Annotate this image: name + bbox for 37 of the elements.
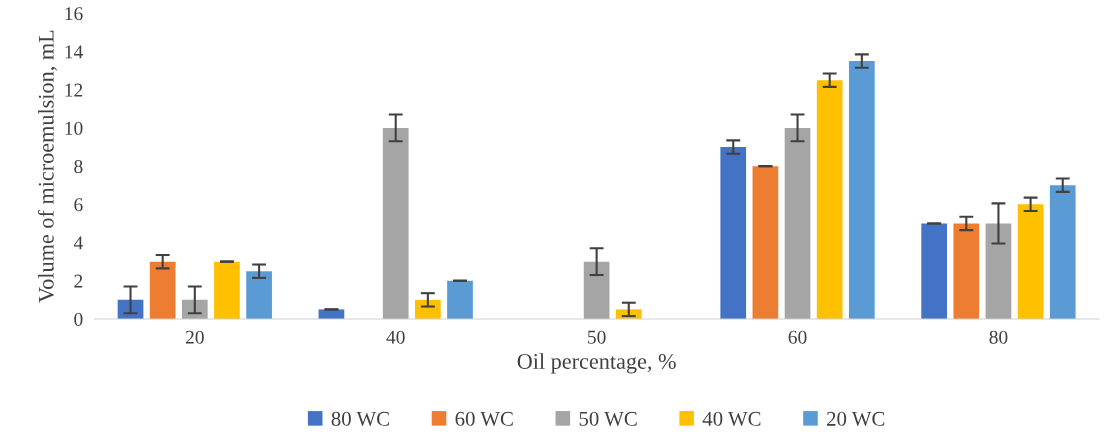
y-tick-label: 12 xyxy=(65,83,83,97)
y-tick-label: 14 xyxy=(65,45,83,59)
bar xyxy=(214,261,240,319)
y-tick-label: 8 xyxy=(74,159,83,174)
legend-label: 40 WC xyxy=(702,411,761,426)
y-tick-label: 2 xyxy=(74,274,83,288)
bar xyxy=(921,223,948,319)
bar xyxy=(149,261,176,319)
y-tick-label: 16 xyxy=(65,7,83,21)
x-tick-label: 50 xyxy=(588,330,606,344)
bar xyxy=(382,127,409,319)
y-tick-label: 10 xyxy=(65,121,83,135)
x-tick-label: 20 xyxy=(185,330,204,344)
bar xyxy=(720,147,747,319)
x-tick-label: 40 xyxy=(386,330,405,344)
bar xyxy=(816,80,843,319)
bar xyxy=(1017,204,1044,319)
bar xyxy=(752,166,779,319)
y-tick-label: 6 xyxy=(74,198,83,212)
legend-label: 60 WC xyxy=(455,411,513,426)
legend-label: 50 WC xyxy=(579,411,637,426)
y-tick-label: 0 xyxy=(74,312,83,326)
legend-label: 80 WC xyxy=(331,411,389,426)
y-tick-label: 4 xyxy=(73,236,83,250)
bar xyxy=(953,223,980,319)
bar xyxy=(848,61,875,319)
bar xyxy=(246,271,272,319)
bar xyxy=(1049,185,1076,319)
x-axis-title: Oil percentage, % xyxy=(517,353,676,374)
legend-label: 20 WC xyxy=(827,411,885,426)
bar xyxy=(583,261,610,319)
bar xyxy=(985,223,1012,319)
x-tick-label: 60 xyxy=(788,330,807,344)
y-axis-title: Volume of microemulsion, mL xyxy=(37,30,57,303)
bar xyxy=(447,280,473,319)
bar xyxy=(784,127,811,319)
x-tick-label: 80 xyxy=(989,330,1008,344)
